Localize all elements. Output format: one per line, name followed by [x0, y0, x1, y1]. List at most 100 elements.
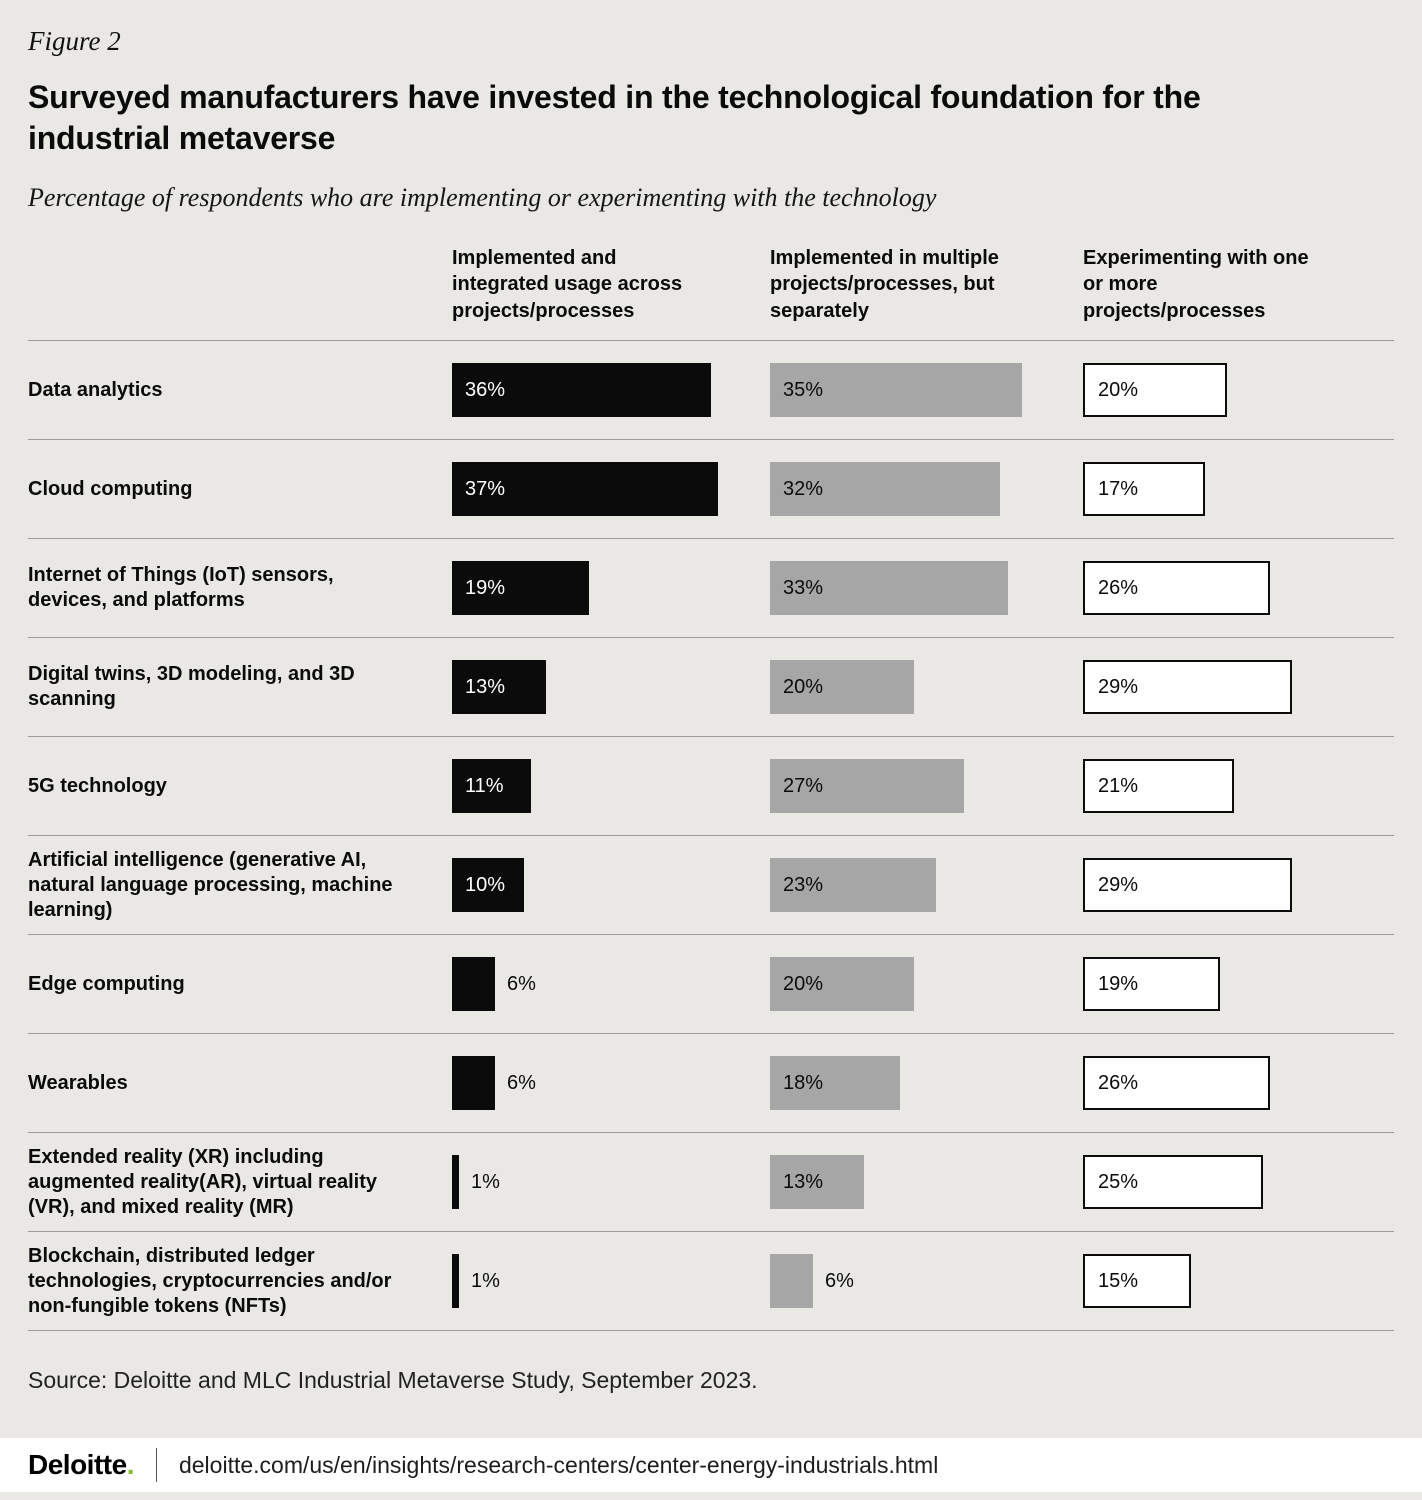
bar-value: 6% [507, 1071, 536, 1094]
bar-cell: 33% [770, 561, 1083, 616]
category-label: Wearables [28, 1071, 128, 1094]
category-label: Cloud computing [28, 477, 193, 500]
chart-row: Data analytics 36% 35% 20% [28, 341, 1394, 441]
bar-gray: 20% [770, 660, 914, 715]
bar-gray: 33% [770, 561, 1008, 616]
chart-title: Surveyed manufacturers have invested in … [28, 79, 1201, 156]
bar-cell: 26% [1083, 561, 1394, 616]
bar-value: 27% [783, 774, 824, 797]
bar-value: 26% [1098, 1071, 1139, 1094]
chart-row: Edge computing 6% 20% 19% [28, 935, 1394, 1035]
bar-value: 10% [465, 873, 506, 896]
bar-gray: 18% [770, 1056, 900, 1111]
chart-row: Blockchain, distributed ledger technolog… [28, 1232, 1394, 1332]
bar-cell: 25% [1083, 1155, 1394, 1210]
bar-cell: 18% [770, 1056, 1083, 1111]
bar-cell: 37% [452, 462, 770, 517]
bar-white: 29% [1083, 858, 1292, 913]
bar-value: 26% [1098, 576, 1139, 599]
bar-cell: 11% [452, 759, 770, 814]
category-label: Artificial intelligence (generative AI, … [28, 848, 393, 921]
column-headers: Implemented and integrated usage across … [28, 245, 1394, 340]
bar-value: 19% [1098, 972, 1139, 995]
category-label: Blockchain, distributed ledger technolog… [28, 1244, 392, 1317]
bar-cell: 1% [452, 1254, 770, 1309]
bar-cell: 26% [1083, 1056, 1394, 1111]
bar-value: 13% [783, 1170, 824, 1193]
bar-value: 15% [1098, 1269, 1139, 1292]
bar-value: 29% [1098, 675, 1139, 698]
bar-cell: 13% [452, 660, 770, 715]
header-spacer [28, 245, 452, 324]
bar-value: 18% [783, 1071, 824, 1094]
chart-row: Internet of Things (IoT) sensors, device… [28, 539, 1394, 639]
category-label: Edge computing [28, 972, 185, 995]
bar-black [452, 1254, 459, 1309]
bar-value: 33% [783, 576, 824, 599]
figure-content: Figure 2 Surveyed manufacturers have inv… [28, 26, 1394, 1394]
bar-black [452, 957, 495, 1012]
bar-cell: 13% [770, 1155, 1083, 1210]
chart-row: 5G technology 11% 27% 21% [28, 737, 1394, 837]
bar-cell: 29% [1083, 858, 1394, 913]
figure-label: Figure 2 [28, 26, 121, 56]
chart-row: Cloud computing 37% 32% 17% [28, 440, 1394, 540]
chart-row: Artificial intelligence (generative AI, … [28, 836, 1394, 936]
bar-cell: 35% [770, 363, 1083, 418]
bar-cell: 19% [452, 561, 770, 616]
bar-cell: 17% [1083, 462, 1394, 517]
bar-cell: 6% [452, 1056, 770, 1111]
bar-cell: 6% [452, 957, 770, 1012]
bar-cell: 21% [1083, 759, 1394, 814]
bar-white: 15% [1083, 1254, 1191, 1309]
deloitte-logo-dot: . [126, 1449, 135, 1480]
bar-cell: 6% [770, 1254, 1083, 1309]
bar-white: 19% [1083, 957, 1220, 1012]
bar-white: 29% [1083, 660, 1292, 715]
bar-white: 26% [1083, 561, 1270, 616]
bar-gray: 13% [770, 1155, 864, 1210]
bar-cell: 15% [1083, 1254, 1394, 1309]
chart-row: Digital twins, 3D modeling, and 3D scann… [28, 638, 1394, 738]
bar-black: 13% [452, 660, 546, 715]
bar-value: 32% [783, 477, 824, 500]
category-label: Extended reality (XR) including augmente… [28, 1145, 377, 1218]
footer-bar: Deloitte. deloitte.com/us/en/insights/re… [0, 1438, 1422, 1492]
bar-black: 37% [452, 462, 718, 517]
bar-white: 17% [1083, 462, 1205, 517]
bar-gray: 23% [770, 858, 936, 913]
chart-row: Wearables 6% 18% 26% [28, 1034, 1394, 1134]
deloitte-logo-text: Deloitte [28, 1449, 127, 1480]
footer-divider [155, 1448, 157, 1482]
category-label: Digital twins, 3D modeling, and 3D scann… [28, 663, 355, 711]
bar-value: 20% [783, 972, 824, 995]
bar-gray: 35% [770, 363, 1022, 418]
bar-value: 23% [783, 873, 824, 896]
bar-black: 10% [452, 858, 524, 913]
bar-value: 29% [1098, 873, 1139, 896]
source-note: Source: Deloitte and MLC Industrial Meta… [28, 1367, 758, 1394]
bar-value: 20% [783, 675, 824, 698]
bar-white: 26% [1083, 1056, 1270, 1111]
bar-gray: 27% [770, 759, 964, 814]
bar-value: 13% [465, 675, 506, 698]
bar-value: 11% [465, 774, 504, 797]
bar-white: 21% [1083, 759, 1234, 814]
bar-value: 36% [465, 378, 506, 401]
bar-value: 35% [783, 378, 824, 401]
bar-black [452, 1155, 459, 1210]
category-label: 5G technology [28, 774, 167, 797]
bar-value: 1% [471, 1269, 500, 1292]
category-label: Data analytics [28, 378, 163, 401]
bar-black: 36% [452, 363, 711, 418]
bar-gray [770, 1254, 813, 1309]
bar-value: 17% [1098, 477, 1139, 500]
bar-cell: 20% [770, 957, 1083, 1012]
bar-cell: 32% [770, 462, 1083, 517]
bar-white: 25% [1083, 1155, 1263, 1210]
bar-cell: 19% [1083, 957, 1394, 1012]
bar-value: 6% [825, 1269, 854, 1292]
bar-value: 21% [1098, 774, 1139, 797]
bar-value: 1% [471, 1170, 500, 1193]
bar-cell: 29% [1083, 660, 1394, 715]
